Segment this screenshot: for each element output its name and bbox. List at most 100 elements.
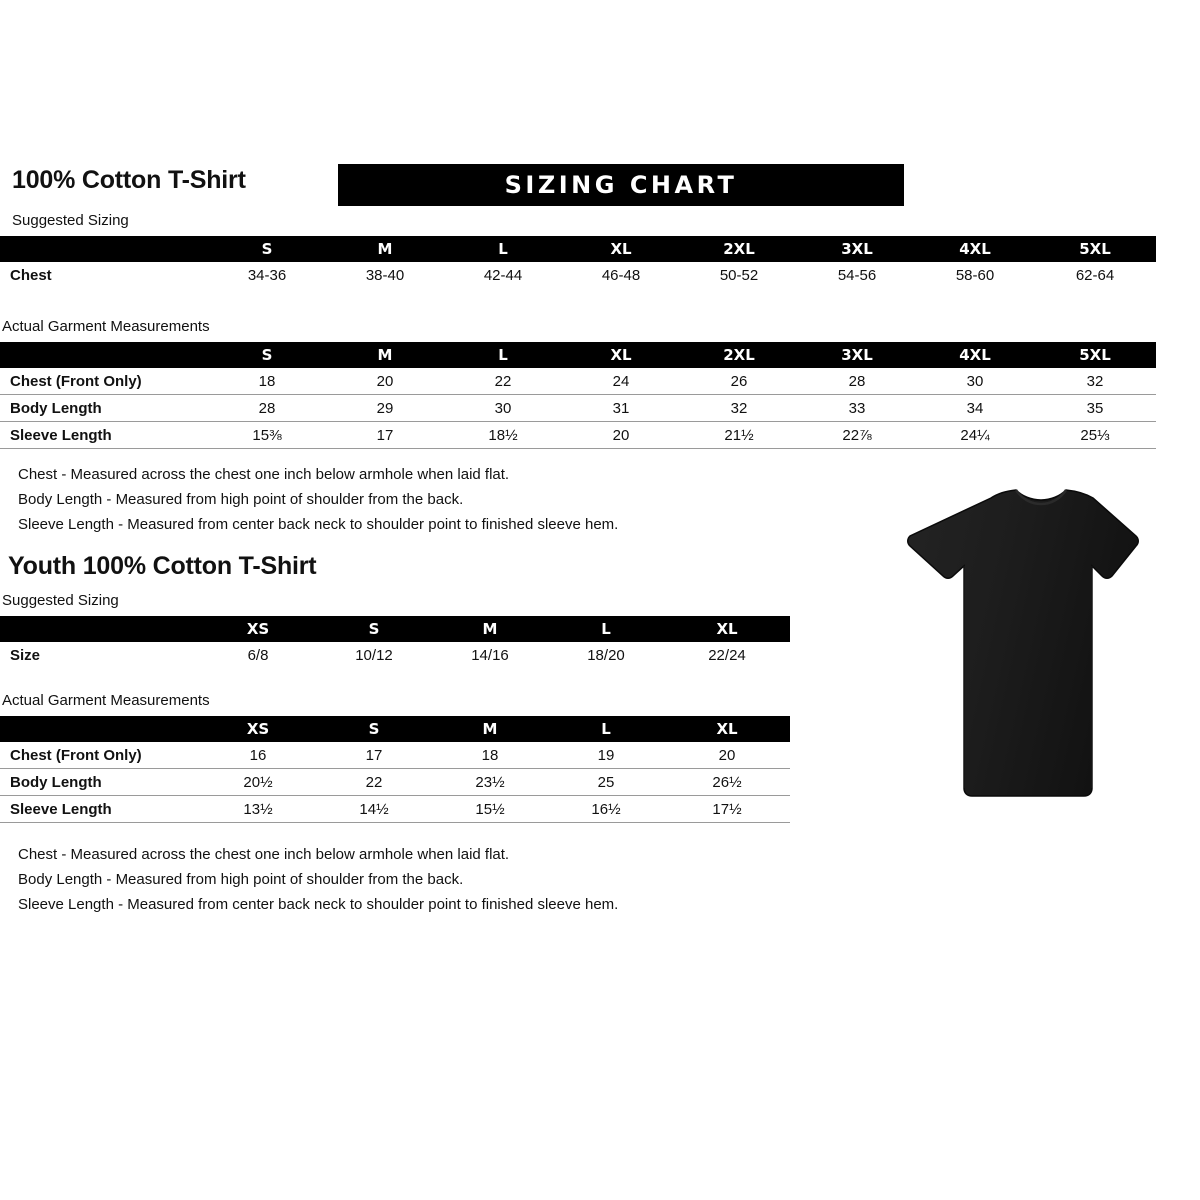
note-chest: Chest - Measured across the chest one in… bbox=[18, 846, 510, 863]
column-header-xl: XL bbox=[664, 716, 790, 742]
cell-chest-xl: 46-48 bbox=[562, 262, 680, 288]
cell-body-length-xl: 31 bbox=[562, 394, 680, 422]
column-header-s: S bbox=[316, 716, 432, 742]
cell-chest-front-5xl: 32 bbox=[1034, 368, 1156, 395]
cell-body-length-l: 25 bbox=[548, 768, 664, 796]
sizing-chart-banner: SIZING CHART bbox=[338, 164, 904, 206]
column-header-l: L bbox=[548, 716, 664, 742]
note-sleeve-length: Sleeve Length - Measured from center bac… bbox=[18, 516, 619, 533]
table-row: Size 6/8 10/12 14/16 18/20 22/24 bbox=[0, 642, 790, 668]
column-header-label bbox=[0, 616, 200, 642]
column-header-xl: XL bbox=[562, 342, 680, 368]
cell-sleeve-length-5xl: 25⅓ bbox=[1034, 421, 1156, 449]
row-label-body-length: Body Length bbox=[0, 768, 200, 796]
cell-sleeve-length-m: 15½ bbox=[432, 795, 548, 823]
cell-chest-4xl: 58-60 bbox=[916, 262, 1034, 288]
cell-sleeve-length-l: 18½ bbox=[444, 421, 562, 449]
cell-chest-5xl: 62-64 bbox=[1034, 262, 1156, 288]
page-title: 100% Cotton T-Shirt bbox=[12, 166, 246, 194]
cell-chest-front-l: 22 bbox=[444, 368, 562, 395]
column-header-label bbox=[0, 236, 208, 262]
cell-sleeve-length-4xl: 24¼ bbox=[916, 421, 1034, 449]
column-header-s: S bbox=[316, 616, 432, 642]
cell-sleeve-length-xl: 20 bbox=[562, 421, 680, 449]
column-header-5xl: 5XL bbox=[1034, 342, 1156, 368]
table-row: Chest (Front Only) 18 20 22 24 26 28 30 … bbox=[0, 368, 1156, 395]
cell-body-length-m: 29 bbox=[326, 394, 444, 422]
cell-chest-3xl: 54-56 bbox=[798, 262, 916, 288]
black-tshirt-icon bbox=[907, 489, 1139, 797]
note-body-length: Body Length - Measured from high point o… bbox=[18, 491, 464, 508]
column-header-m: M bbox=[326, 236, 444, 262]
row-label-sleeve-length: Sleeve Length bbox=[0, 421, 208, 449]
table-row: Chest 34-36 38-40 42-44 46-48 50-52 54-5… bbox=[0, 262, 1156, 288]
adult-suggested-sizing-table: S M L XL 2XL 3XL 4XL 5XL Chest 34-36 38-… bbox=[0, 236, 1156, 288]
column-header-xs: XS bbox=[200, 716, 316, 742]
table-header-row: XS S M L XL bbox=[0, 616, 790, 642]
youth-section-title: Youth 100% Cotton T-Shirt bbox=[8, 552, 317, 580]
column-header-m: M bbox=[432, 716, 548, 742]
sizing-chart-banner-label: SIZING CHART bbox=[504, 171, 738, 199]
table-header-row: S M L XL 2XL 3XL 4XL 5XL bbox=[0, 236, 1156, 262]
cell-chest-front-xl: 20 bbox=[664, 742, 790, 769]
cell-body-length-3xl: 33 bbox=[798, 394, 916, 422]
column-header-3xl: 3XL bbox=[798, 342, 916, 368]
column-header-xl: XL bbox=[562, 236, 680, 262]
table-row: Body Length 20½ 22 23½ 25 26½ bbox=[0, 768, 790, 796]
cell-sleeve-length-2xl: 21½ bbox=[680, 421, 798, 449]
cell-sleeve-length-3xl: 22⅞ bbox=[798, 421, 916, 449]
cell-size-xs: 6/8 bbox=[200, 642, 316, 668]
cell-sleeve-length-m: 17 bbox=[326, 421, 444, 449]
column-header-2xl: 2XL bbox=[680, 342, 798, 368]
cell-chest-front-m: 20 bbox=[326, 368, 444, 395]
cell-chest-front-s: 18 bbox=[208, 368, 326, 395]
cell-body-length-2xl: 32 bbox=[680, 394, 798, 422]
youth-actual-measurements-table: XS S M L XL Chest (Front Only) 16 17 18 … bbox=[0, 716, 790, 823]
cell-chest-l: 42-44 bbox=[444, 262, 562, 288]
column-header-xs: XS bbox=[200, 616, 316, 642]
cell-size-s: 10/12 bbox=[316, 642, 432, 668]
cell-body-length-l: 30 bbox=[444, 394, 562, 422]
youth-actual-measurements-caption: Actual Garment Measurements bbox=[2, 692, 210, 709]
cell-sleeve-length-l: 16½ bbox=[548, 795, 664, 823]
adult-suggested-sizing-caption: Suggested Sizing bbox=[12, 212, 129, 229]
row-label-chest-front-only: Chest (Front Only) bbox=[0, 742, 200, 769]
column-header-s: S bbox=[208, 342, 326, 368]
tshirt-illustration bbox=[898, 488, 1148, 804]
cell-body-length-4xl: 34 bbox=[916, 394, 1034, 422]
table-row: Sleeve Length 13½ 14½ 15½ 16½ 17½ bbox=[0, 795, 790, 823]
column-header-xl: XL bbox=[664, 616, 790, 642]
note-body-length: Body Length - Measured from high point o… bbox=[18, 871, 464, 888]
cell-sleeve-length-s: 14½ bbox=[316, 795, 432, 823]
cell-chest-front-xs: 16 bbox=[200, 742, 316, 769]
column-header-l: L bbox=[548, 616, 664, 642]
column-header-4xl: 4XL bbox=[916, 342, 1034, 368]
cell-chest-2xl: 50-52 bbox=[680, 262, 798, 288]
cell-sleeve-length-xl: 17½ bbox=[664, 795, 790, 823]
row-label-body-length: Body Length bbox=[0, 394, 208, 422]
cell-size-l: 18/20 bbox=[548, 642, 664, 668]
note-sleeve-length: Sleeve Length - Measured from center bac… bbox=[18, 896, 619, 913]
column-header-5xl: 5XL bbox=[1034, 236, 1156, 262]
column-header-s: S bbox=[208, 236, 326, 262]
adult-actual-measurements-caption: Actual Garment Measurements bbox=[2, 318, 210, 335]
column-header-3xl: 3XL bbox=[798, 236, 916, 262]
cell-sleeve-length-s: 15⅜ bbox=[208, 421, 326, 449]
row-label-size: Size bbox=[0, 642, 200, 668]
cell-body-length-xl: 26½ bbox=[664, 768, 790, 796]
column-header-4xl: 4XL bbox=[916, 236, 1034, 262]
table-header-row: XS S M L XL bbox=[0, 716, 790, 742]
youth-suggested-sizing-table: XS S M L XL Size 6/8 10/12 14/16 18/20 2… bbox=[0, 616, 790, 668]
adult-measurement-notes: Chest - Measured across the chest one in… bbox=[18, 462, 618, 537]
cell-body-length-m: 23½ bbox=[432, 768, 548, 796]
cell-chest-front-s: 17 bbox=[316, 742, 432, 769]
cell-chest-s: 34-36 bbox=[208, 262, 326, 288]
youth-measurement-notes: Chest - Measured across the chest one in… bbox=[18, 842, 618, 917]
column-header-m: M bbox=[432, 616, 548, 642]
cell-chest-front-l: 19 bbox=[548, 742, 664, 769]
note-chest: Chest - Measured across the chest one in… bbox=[18, 466, 510, 483]
cell-chest-front-2xl: 26 bbox=[680, 368, 798, 395]
cell-sleeve-length-xs: 13½ bbox=[200, 795, 316, 823]
cell-chest-front-xl: 24 bbox=[562, 368, 680, 395]
